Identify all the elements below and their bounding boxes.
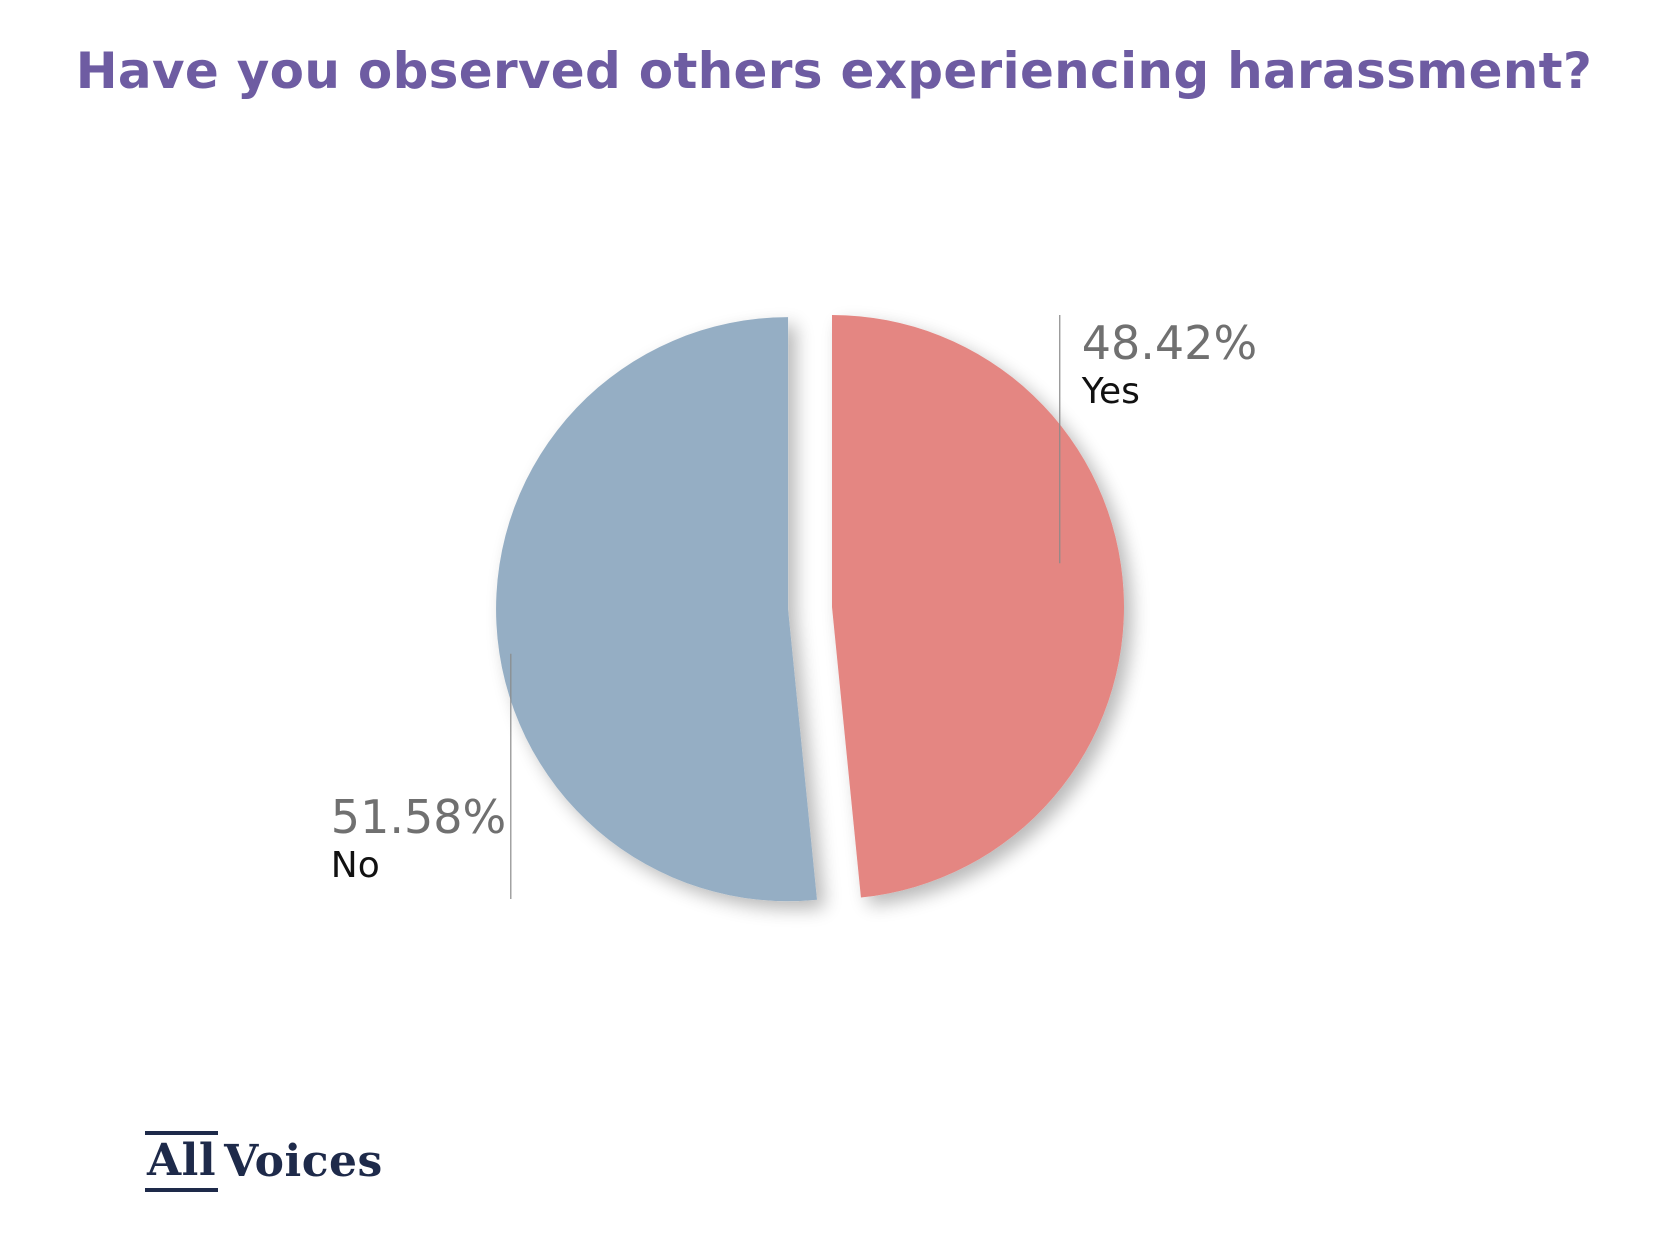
slice-labels: 48.42%Yes 51.58%No [331, 316, 1257, 886]
category-label-yes: Yes [1081, 371, 1140, 412]
logo-voices: Voices [224, 1135, 383, 1187]
pie-slice-no [496, 317, 817, 902]
leader-lines [510, 315, 1061, 899]
allvoices-logo: All Voices [145, 1128, 383, 1194]
category-label-no: No [331, 845, 380, 886]
pie-slices [496, 315, 1125, 902]
chart-title: Have you observed others experiencing ha… [75, 42, 1593, 100]
logo-all: All [145, 1130, 219, 1192]
pie-slice-yes [832, 315, 1125, 898]
value-label-no: 51.58% [331, 790, 506, 844]
value-label-yes: 48.42% [1082, 316, 1257, 370]
